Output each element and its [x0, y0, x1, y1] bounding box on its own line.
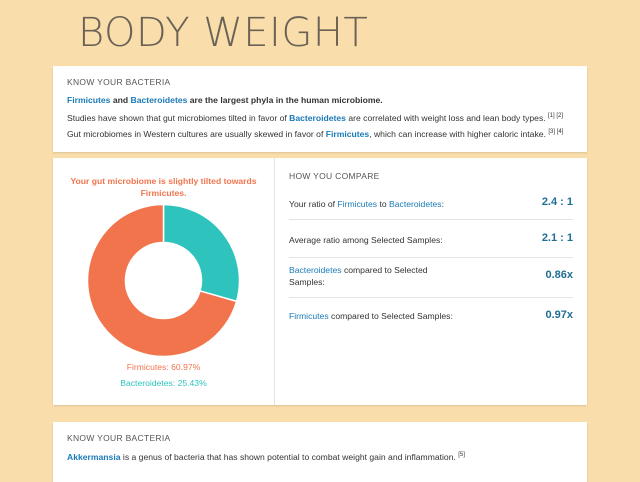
bacteroidetes-compare-row: Bacteroidetes compared to Selected Sample…	[289, 265, 573, 287]
ratio-value: 2.4 : 1	[541, 196, 573, 208]
ratio-row: Your ratio of Firmicutes to Bacteroidete…	[289, 196, 573, 209]
firmicutes-compare-value: 0.97x	[545, 309, 573, 321]
firmicutes-link[interactable]: Firmicutes	[337, 199, 378, 209]
firmicutes-percent-label: Firmicutes: 60.97%	[126, 362, 201, 372]
section-heading: KNOW YOUR BACTERIA	[67, 433, 171, 443]
reference-link[interactable]: [1] [2]	[548, 113, 564, 120]
bacteroidetes-link[interactable]: Bacteroidetes	[389, 199, 442, 209]
bacteroidetes-compare-value: 0.86x	[545, 269, 573, 281]
row-divider	[289, 257, 573, 258]
section-heading: KNOW YOUR BACTERIA	[67, 77, 171, 87]
know-bacteria-card-2: KNOW YOUR BACTERIA Akkermansia is a genu…	[53, 422, 587, 482]
western-line: Gut microbiomes in Western cultures are …	[67, 129, 564, 139]
average-ratio-row: Average ratio among Selected Samples: 2.…	[289, 232, 573, 245]
page-title: BODY WEIGHT	[78, 10, 369, 56]
compare-heading: HOW YOU COMPARE	[289, 171, 380, 181]
row-divider	[289, 219, 573, 220]
bacteroidetes-link[interactable]: Bacteroidetes	[130, 95, 188, 105]
firmicutes-compare-row: Firmicutes compared to Selected Samples:…	[289, 309, 573, 321]
bacteroidetes-percent-label: Bacteroidetes: 25.43%	[120, 378, 207, 388]
microbiome-donut-chart	[87, 204, 240, 357]
akkermansia-line: Akkermansia is a genus of bacteria that …	[67, 452, 465, 462]
donut-slice-firmicutes[interactable]	[87, 204, 238, 357]
reference-link[interactable]: [3] [4]	[548, 129, 564, 136]
firmicutes-link[interactable]: Firmicutes	[289, 311, 329, 321]
know-bacteria-card: KNOW YOUR BACTERIA Firmicutes and Bacter…	[53, 66, 587, 152]
row-divider	[289, 297, 573, 298]
bacteroidetes-link[interactable]: Bacteroidetes	[289, 265, 342, 275]
average-ratio-value: 2.1 : 1	[541, 232, 573, 244]
intro-line: Firmicutes and Bacteroidetes are the lar…	[67, 95, 383, 105]
donut-slice-bacteroidetes[interactable]	[162, 204, 240, 303]
column-divider	[274, 158, 275, 405]
reference-link[interactable]: [5]	[458, 452, 465, 459]
chart-title: Your gut microbiome is slightly tilted t…	[70, 176, 257, 198]
firmicutes-link[interactable]: Firmicutes	[67, 95, 111, 105]
microbiome-compare-card: Your gut microbiome is slightly tilted t…	[53, 158, 587, 405]
akkermansia-link[interactable]: Akkermansia	[67, 452, 121, 462]
bacteroidetes-link[interactable]: Bacteroidetes	[289, 113, 346, 123]
studies-line: Studies have shown that gut microbiomes …	[67, 113, 564, 123]
firmicutes-link[interactable]: Firmicutes	[325, 129, 370, 139]
